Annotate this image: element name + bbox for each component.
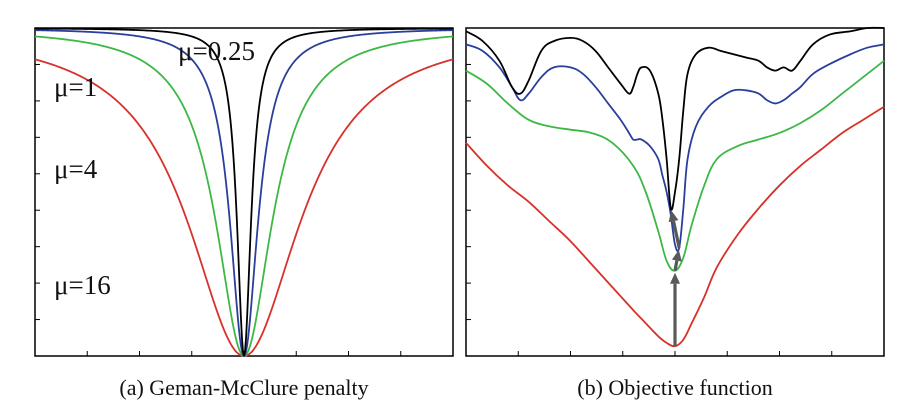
curve-label-mu-16: μ=16 bbox=[54, 270, 111, 300]
panel-b-caption: (b) Objective function bbox=[577, 375, 773, 400]
panel-a-frame bbox=[34, 27, 454, 357]
minimum-path-arrow-shaft bbox=[671, 220, 681, 249]
gm-curve-series-0 bbox=[34, 27, 454, 357]
panel-a-curves bbox=[34, 27, 454, 358]
minimum-path-arrow-head bbox=[671, 249, 682, 262]
panel-a-curve-labels: μ=0.25 μ=1 μ=4 μ=16 bbox=[54, 36, 255, 300]
minimum-path-arrow-shaft bbox=[673, 260, 679, 272]
panel-b-arrows bbox=[668, 210, 682, 347]
panel-b-objective-function: (b) Objective function bbox=[465, 26, 885, 400]
panel-b-ticks bbox=[466, 63, 833, 356]
gm-curve-series-2 bbox=[34, 35, 454, 357]
gm-curve-series-1 bbox=[34, 29, 454, 358]
curve-label-mu-1: μ=1 bbox=[54, 72, 97, 102]
minimum-path-arrow-head bbox=[670, 272, 680, 284]
panel-a-geman-mcclure: μ=0.25 μ=1 μ=4 μ=16 (a) Geman-McClure pe… bbox=[34, 27, 454, 400]
panel-a-ticks bbox=[35, 63, 402, 356]
gm-curve-series-3 bbox=[34, 58, 454, 357]
curve-label-mu-4: μ=4 bbox=[54, 154, 98, 184]
curve-label-mu-0.25: μ=0.25 bbox=[178, 36, 255, 66]
panel-a-caption: (a) Geman-McClure penalty bbox=[119, 375, 368, 400]
minimum-path-arrow-head bbox=[668, 210, 679, 223]
objective-curve-series-1 bbox=[465, 43, 885, 253]
objective-curve-series-0 bbox=[465, 26, 885, 211]
